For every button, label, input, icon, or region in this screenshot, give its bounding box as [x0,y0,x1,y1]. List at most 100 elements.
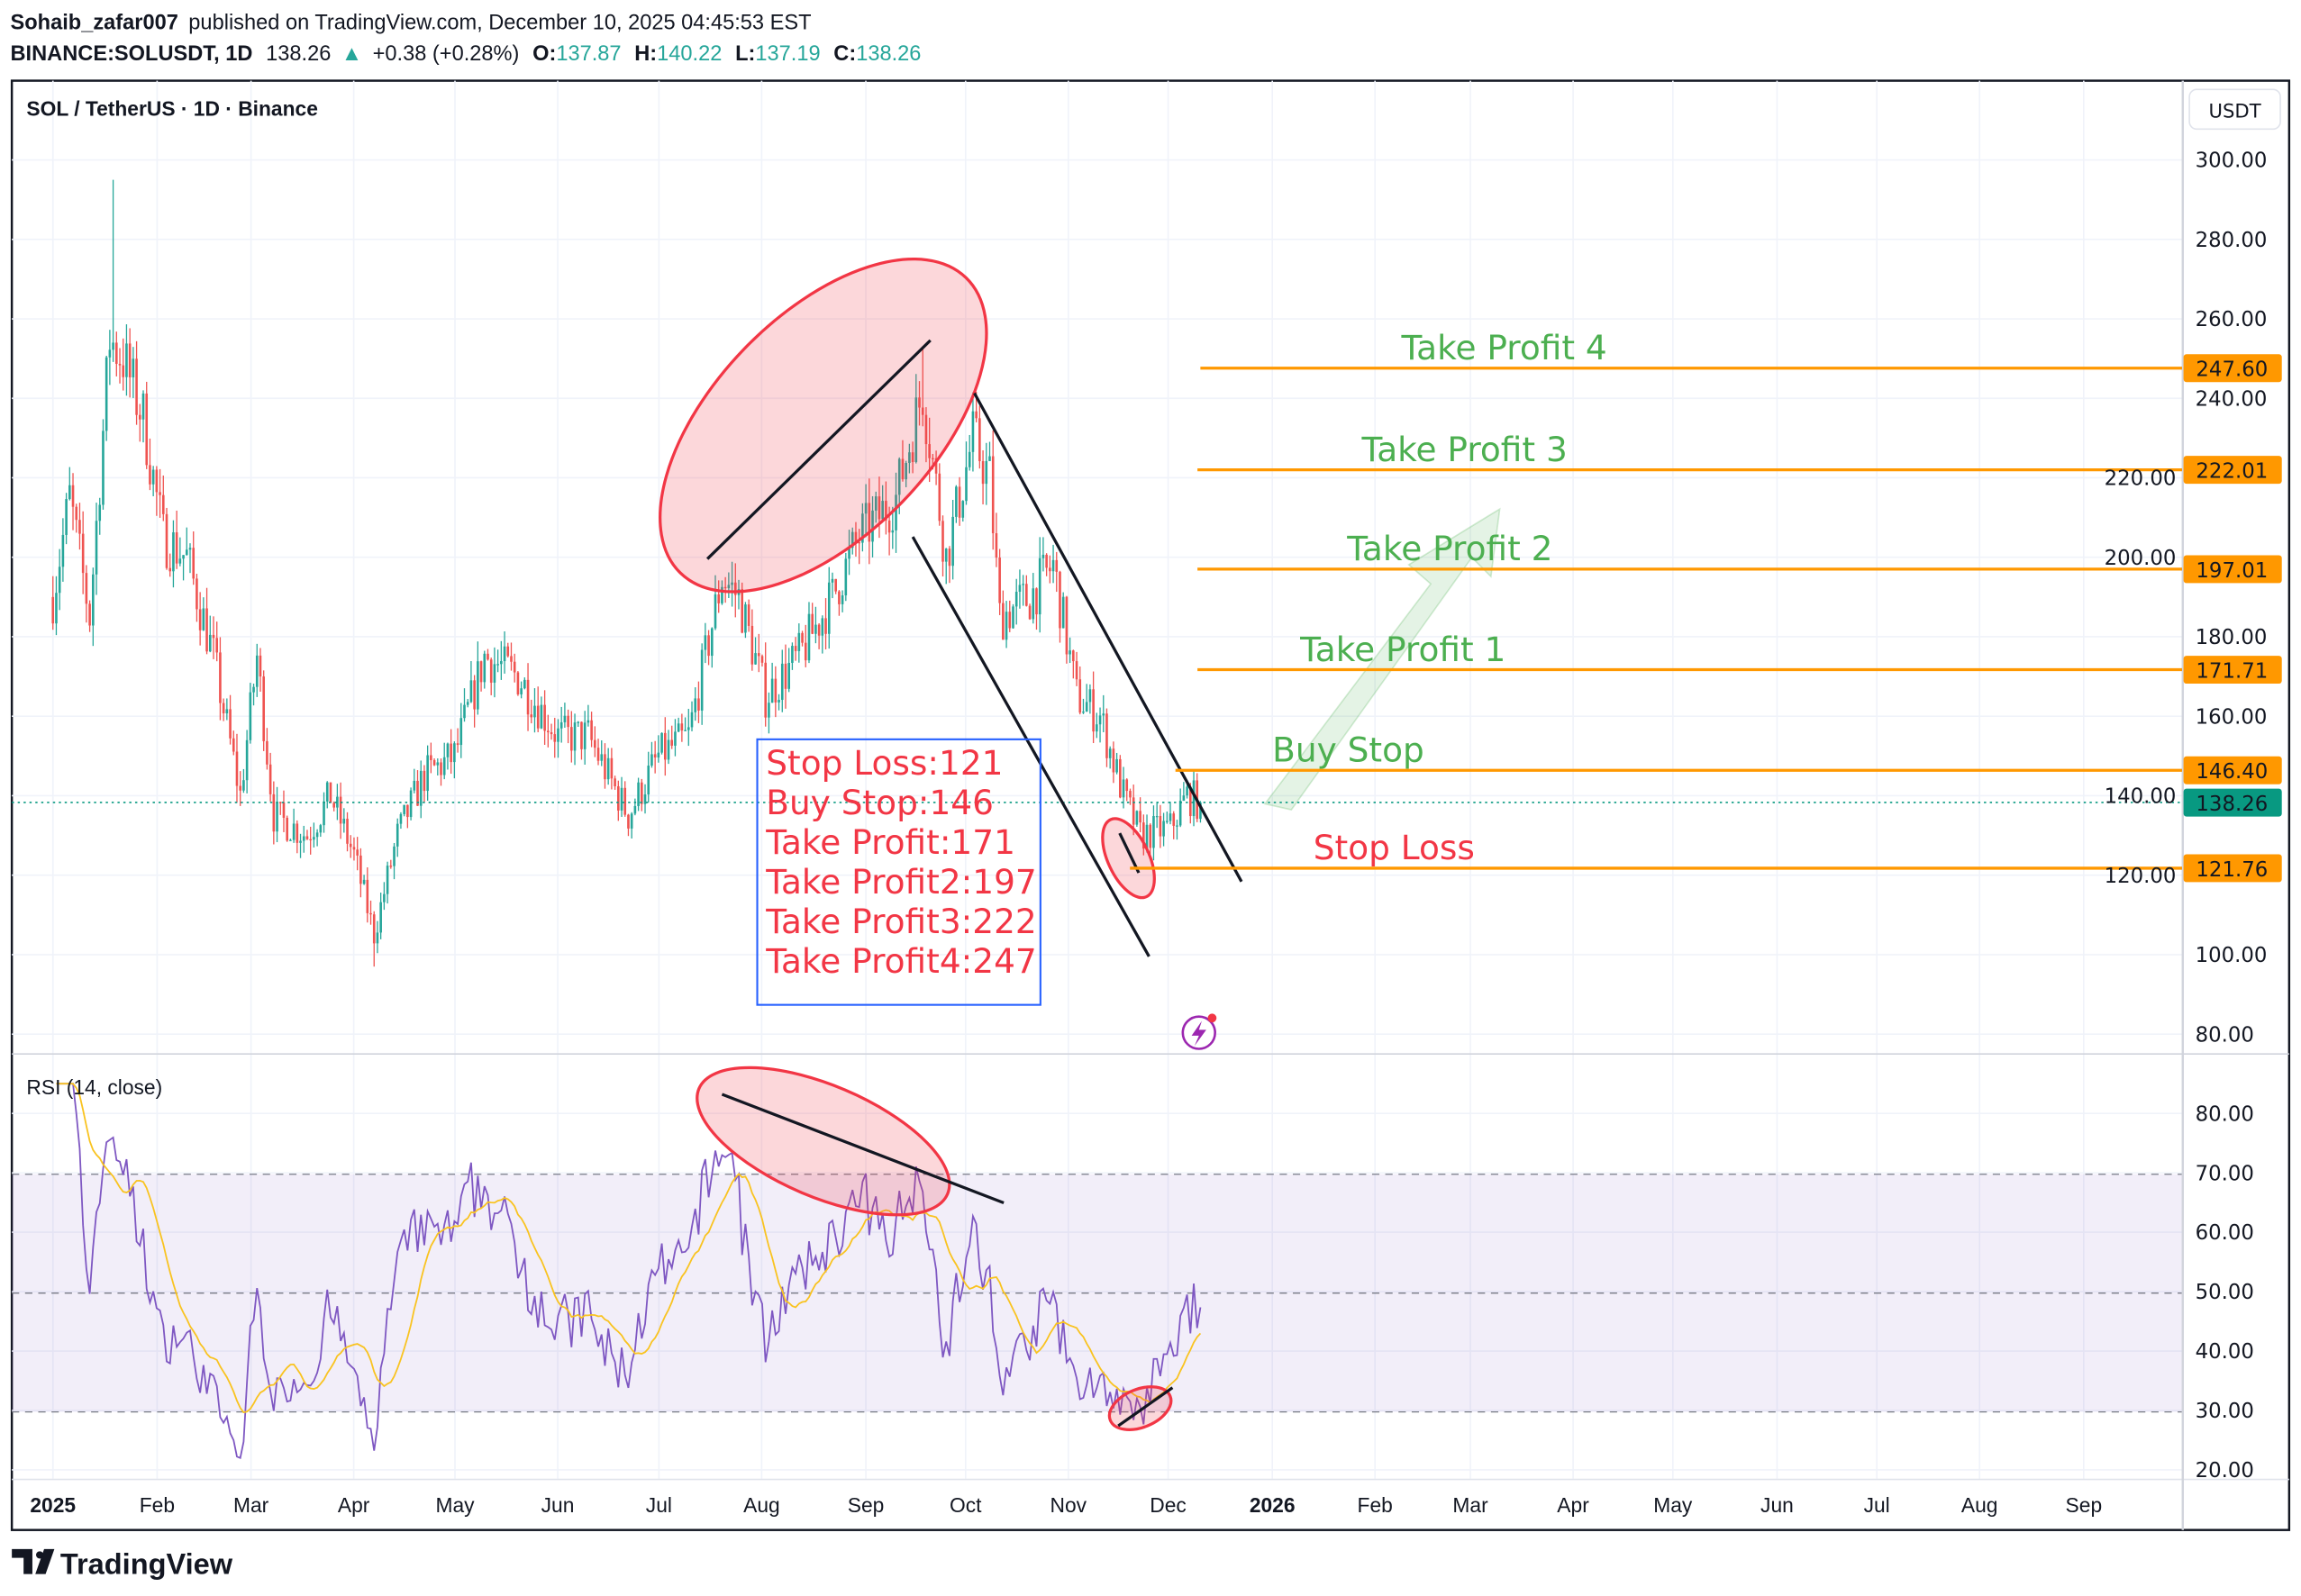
close-label: C: [833,42,856,66]
price-tick-label: 80.00 [2196,1023,2254,1047]
svg-text:BINANCE:SOLUSDT, 1D 138.26: BINANCE:SOLUSDT, 1D 138.26 ▲ +0.38 (+0.2… [11,42,922,66]
candle-body [878,496,881,520]
candle-body [232,738,235,752]
rsi-bottom-ellipse[interactable] [1103,1378,1177,1437]
candle-body [768,703,770,718]
candle-body [289,839,292,841]
candle-body [442,757,446,775]
author[interactable]: Sohaib_zafar007 [11,12,178,35]
candle-body [780,663,784,701]
candle-body [299,840,302,843]
candle-body [222,703,225,714]
candle-body [547,730,550,733]
rsi-indicator [56,1083,1202,1459]
candle-body [687,727,690,730]
top-highlight-ellipse[interactable] [602,201,1046,649]
lightning-alert-icon[interactable] [1181,1013,1217,1050]
candle-body [225,709,229,714]
trade-plan-line: Take Profit3:222 [765,902,1036,941]
candle-body [804,642,807,661]
channel-lower-line[interactable] [911,536,1150,957]
candle-body [911,452,914,463]
candle-body [463,704,466,719]
candle-body [697,698,700,711]
rsi-divergence-ellipse[interactable] [678,1038,969,1246]
candle-body [1132,797,1135,825]
up-arrow-icon: ▲ [341,42,362,66]
candle-body [707,635,710,657]
candle-body [68,485,71,500]
candle-body [282,802,286,818]
candle-body [1018,585,1022,592]
price-axis[interactable]: 300.00 280.00 260.00 240.00 220.00 200.00 180.… [2105,150,2268,1047]
trade-plan-line: Stop Loss:121 [766,743,1003,783]
candle-body [580,721,583,749]
price-tag-value: 171.71 [2196,660,2268,684]
candle-body [663,732,667,760]
price-tag [2183,354,2282,383]
candle-body [483,653,487,683]
candle-body [71,485,75,507]
candle-body [674,731,677,746]
candle-body [159,492,161,495]
price-tick-label: 200.00 [2105,547,2177,570]
candle-body [1005,612,1008,640]
low-value: 137.19 [755,42,820,66]
candle-body [185,549,188,556]
candle-body [132,358,135,377]
candle-body [436,762,440,766]
rising-trendline[interactable] [705,339,932,560]
rsi-falling-trendline[interactable] [721,1093,1005,1205]
candle-body [583,722,587,749]
candle-body [841,595,844,604]
time-axis[interactable]: 2025 Feb Mar Apr May Jun Jul Aug Sep Oct Nov Dec 202… [30,1493,2102,1517]
currency-button[interactable] [2188,88,2281,131]
chart-title: SOL / TetherUS · 1D · Binance [26,97,317,121]
candle-body [346,819,349,844]
candle-body [533,705,536,718]
price-tag-value: 146.40 [2196,760,2268,784]
candle-body [791,646,794,663]
candle-body [75,506,78,521]
candle-body [393,846,396,866]
candle-body [1125,779,1129,792]
candle-body [948,549,951,567]
candle-body [520,688,523,694]
candle-body [168,567,172,572]
trade-plan-box[interactable] [756,738,1041,1006]
bottom-trendline[interactable] [1118,832,1141,874]
candle-body [278,802,282,803]
candle-body [362,879,366,884]
candle-body [944,549,948,562]
candle-body [998,558,1001,603]
bottom-highlight-ellipse[interactable] [1092,811,1165,905]
published-text: published on TradingView.com, December 1… [188,12,811,35]
rsi-rising-trendline[interactable] [1117,1386,1174,1428]
candle-body [352,847,356,850]
price-levels: Take Profit 4 Take Profit 3 Take Profit 2 T… [1130,328,2182,870]
candle-body [787,662,790,689]
candle-body [559,721,563,729]
candle-body [266,740,268,765]
candle-body [717,594,721,603]
candle-body [526,679,530,715]
candle-body [965,467,968,502]
candle-body [684,730,687,731]
trade-plan-line: Take Profit:171 [765,822,1015,862]
last-price: 138.26 [266,42,331,66]
candle-body [657,752,660,758]
trade-plan-line: Take Profit2:197 [765,862,1036,902]
rsi-axis[interactable]: 80.00 70.00 60.00 50.00 40.00 30.00 20.00 [2196,1102,2254,1483]
candle-body [573,722,577,751]
candle-body [196,578,198,610]
candle-body [513,661,516,673]
price-tick-label: 160.00 [2196,705,2268,729]
candle-body [369,912,372,915]
rsi-tick-label: 50.00 [2196,1281,2254,1304]
candle-body [754,653,757,665]
time-tick-label: Jul [1864,1493,1890,1517]
candle-body [413,780,416,791]
low-label: L: [735,42,755,66]
candle-body [276,802,278,832]
channel-upper-line[interactable] [973,392,1243,883]
